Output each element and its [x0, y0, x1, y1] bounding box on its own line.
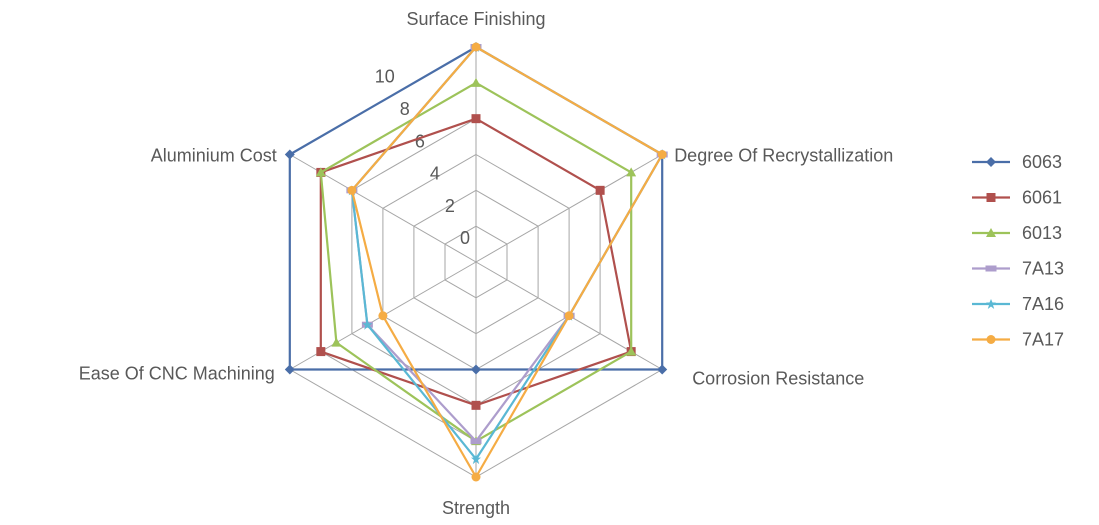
- data-point: [471, 472, 481, 482]
- legend-label: 6061: [1022, 188, 1062, 208]
- legend-marker: [986, 193, 996, 202]
- axis-label: Aluminium Cost: [151, 146, 277, 166]
- axis-label: Degree Of Recrystallization: [674, 146, 893, 166]
- data-point: [362, 319, 373, 330]
- legend-item: 6063: [972, 152, 1062, 172]
- legend-marker: [986, 157, 996, 167]
- data-point: [564, 311, 574, 321]
- axis-label: Strength: [442, 498, 510, 518]
- radial-tick-label: 0: [460, 228, 470, 248]
- radial-tick-label: 8: [400, 99, 410, 119]
- data-point: [471, 42, 481, 52]
- data-point: [626, 167, 637, 177]
- data-point: [471, 364, 481, 375]
- axis-label: Corrosion Resistance: [692, 369, 864, 389]
- legend-label: 6013: [1022, 223, 1062, 243]
- legend-marker: [986, 228, 996, 237]
- legend-marker: [985, 265, 997, 272]
- legend-label: 7A17: [1022, 330, 1064, 350]
- legend-item: 7A17: [972, 330, 1064, 350]
- data-point: [626, 346, 637, 356]
- data-point: [284, 364, 295, 375]
- legend-item: 6013: [972, 223, 1062, 243]
- data-point: [470, 438, 482, 445]
- radial-tick-label: 2: [445, 196, 455, 216]
- radar-grid: [289, 46, 663, 478]
- legend-label: 6063: [1022, 152, 1062, 172]
- legend-item: 7A13: [972, 259, 1064, 279]
- data-point: [471, 114, 481, 124]
- data-point: [595, 185, 605, 195]
- axis-label: Ease Of CNC Machining: [79, 364, 275, 384]
- data-point: [471, 454, 481, 465]
- legend: 6063 6061 6013 7A13 7A16 7A17: [972, 152, 1064, 350]
- legend-item: 6061: [972, 188, 1062, 208]
- radial-tick-label: 4: [430, 164, 440, 184]
- axis-labels: Surface Finishing Degree Of Recrystalliza…: [79, 9, 894, 518]
- data-point: [471, 400, 481, 410]
- data-point: [284, 149, 295, 160]
- axis-label: Surface Finishing: [406, 9, 545, 29]
- data-point: [315, 167, 326, 177]
- legend-label: 7A13: [1022, 259, 1064, 279]
- data-point: [316, 347, 326, 357]
- radial-tick-label: 10: [375, 67, 395, 87]
- series-layer: [284, 42, 668, 482]
- legend-marker: [986, 335, 996, 344]
- series-7A17: [347, 42, 667, 482]
- data-point: [471, 77, 481, 87]
- data-point: [378, 311, 388, 321]
- legend-marker: [986, 299, 996, 309]
- data-point: [657, 150, 667, 159]
- data-point: [347, 185, 357, 195]
- data-point: [657, 364, 668, 375]
- legend-item: 7A16: [972, 294, 1064, 314]
- radial-tick-label: 6: [415, 131, 425, 151]
- data-point: [331, 337, 342, 347]
- legend-label: 7A16: [1022, 294, 1064, 314]
